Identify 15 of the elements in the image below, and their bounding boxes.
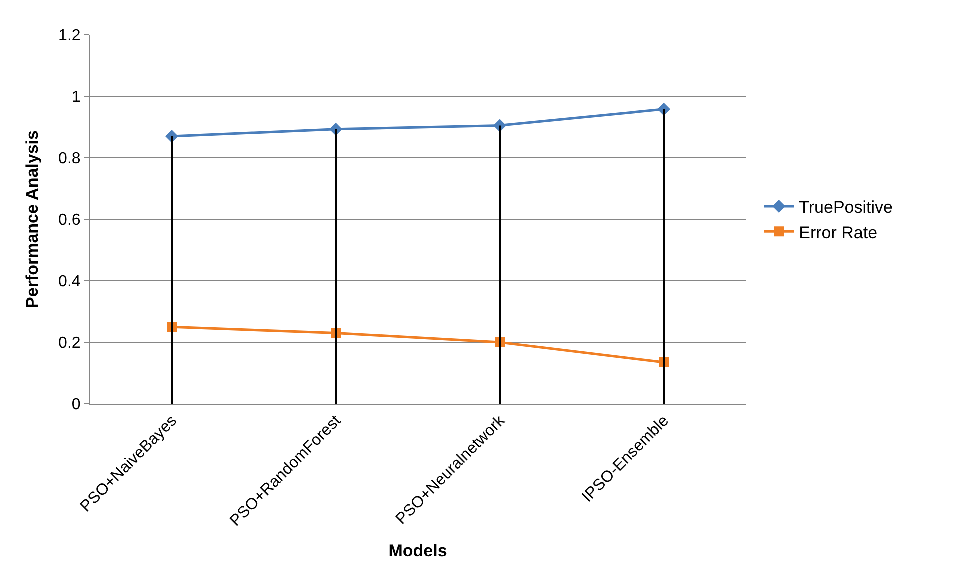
bar [499,126,501,404]
y-tick-label: 0.8 [58,150,81,168]
legend-label: Error Rate [799,223,878,242]
y-tick-label: 1.2 [58,28,81,45]
bar [335,129,337,404]
x-axis-title: Models [388,541,448,560]
y-axis-title: Performance Analysis [23,130,42,308]
y-tick-label: 1 [72,89,81,106]
y-tick-label: 0 [72,396,81,414]
y-tick-label: 0.4 [58,274,81,291]
bar [171,136,173,404]
legend-label: TruePositive [799,198,893,218]
y-tick-label: 0.2 [58,335,81,352]
bar [663,109,665,404]
y-tick-label: 0.6 [58,212,81,230]
